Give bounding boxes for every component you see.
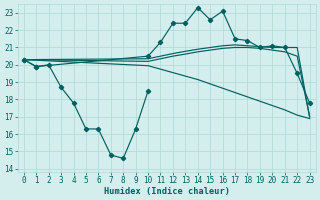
X-axis label: Humidex (Indice chaleur): Humidex (Indice chaleur)	[104, 187, 230, 196]
